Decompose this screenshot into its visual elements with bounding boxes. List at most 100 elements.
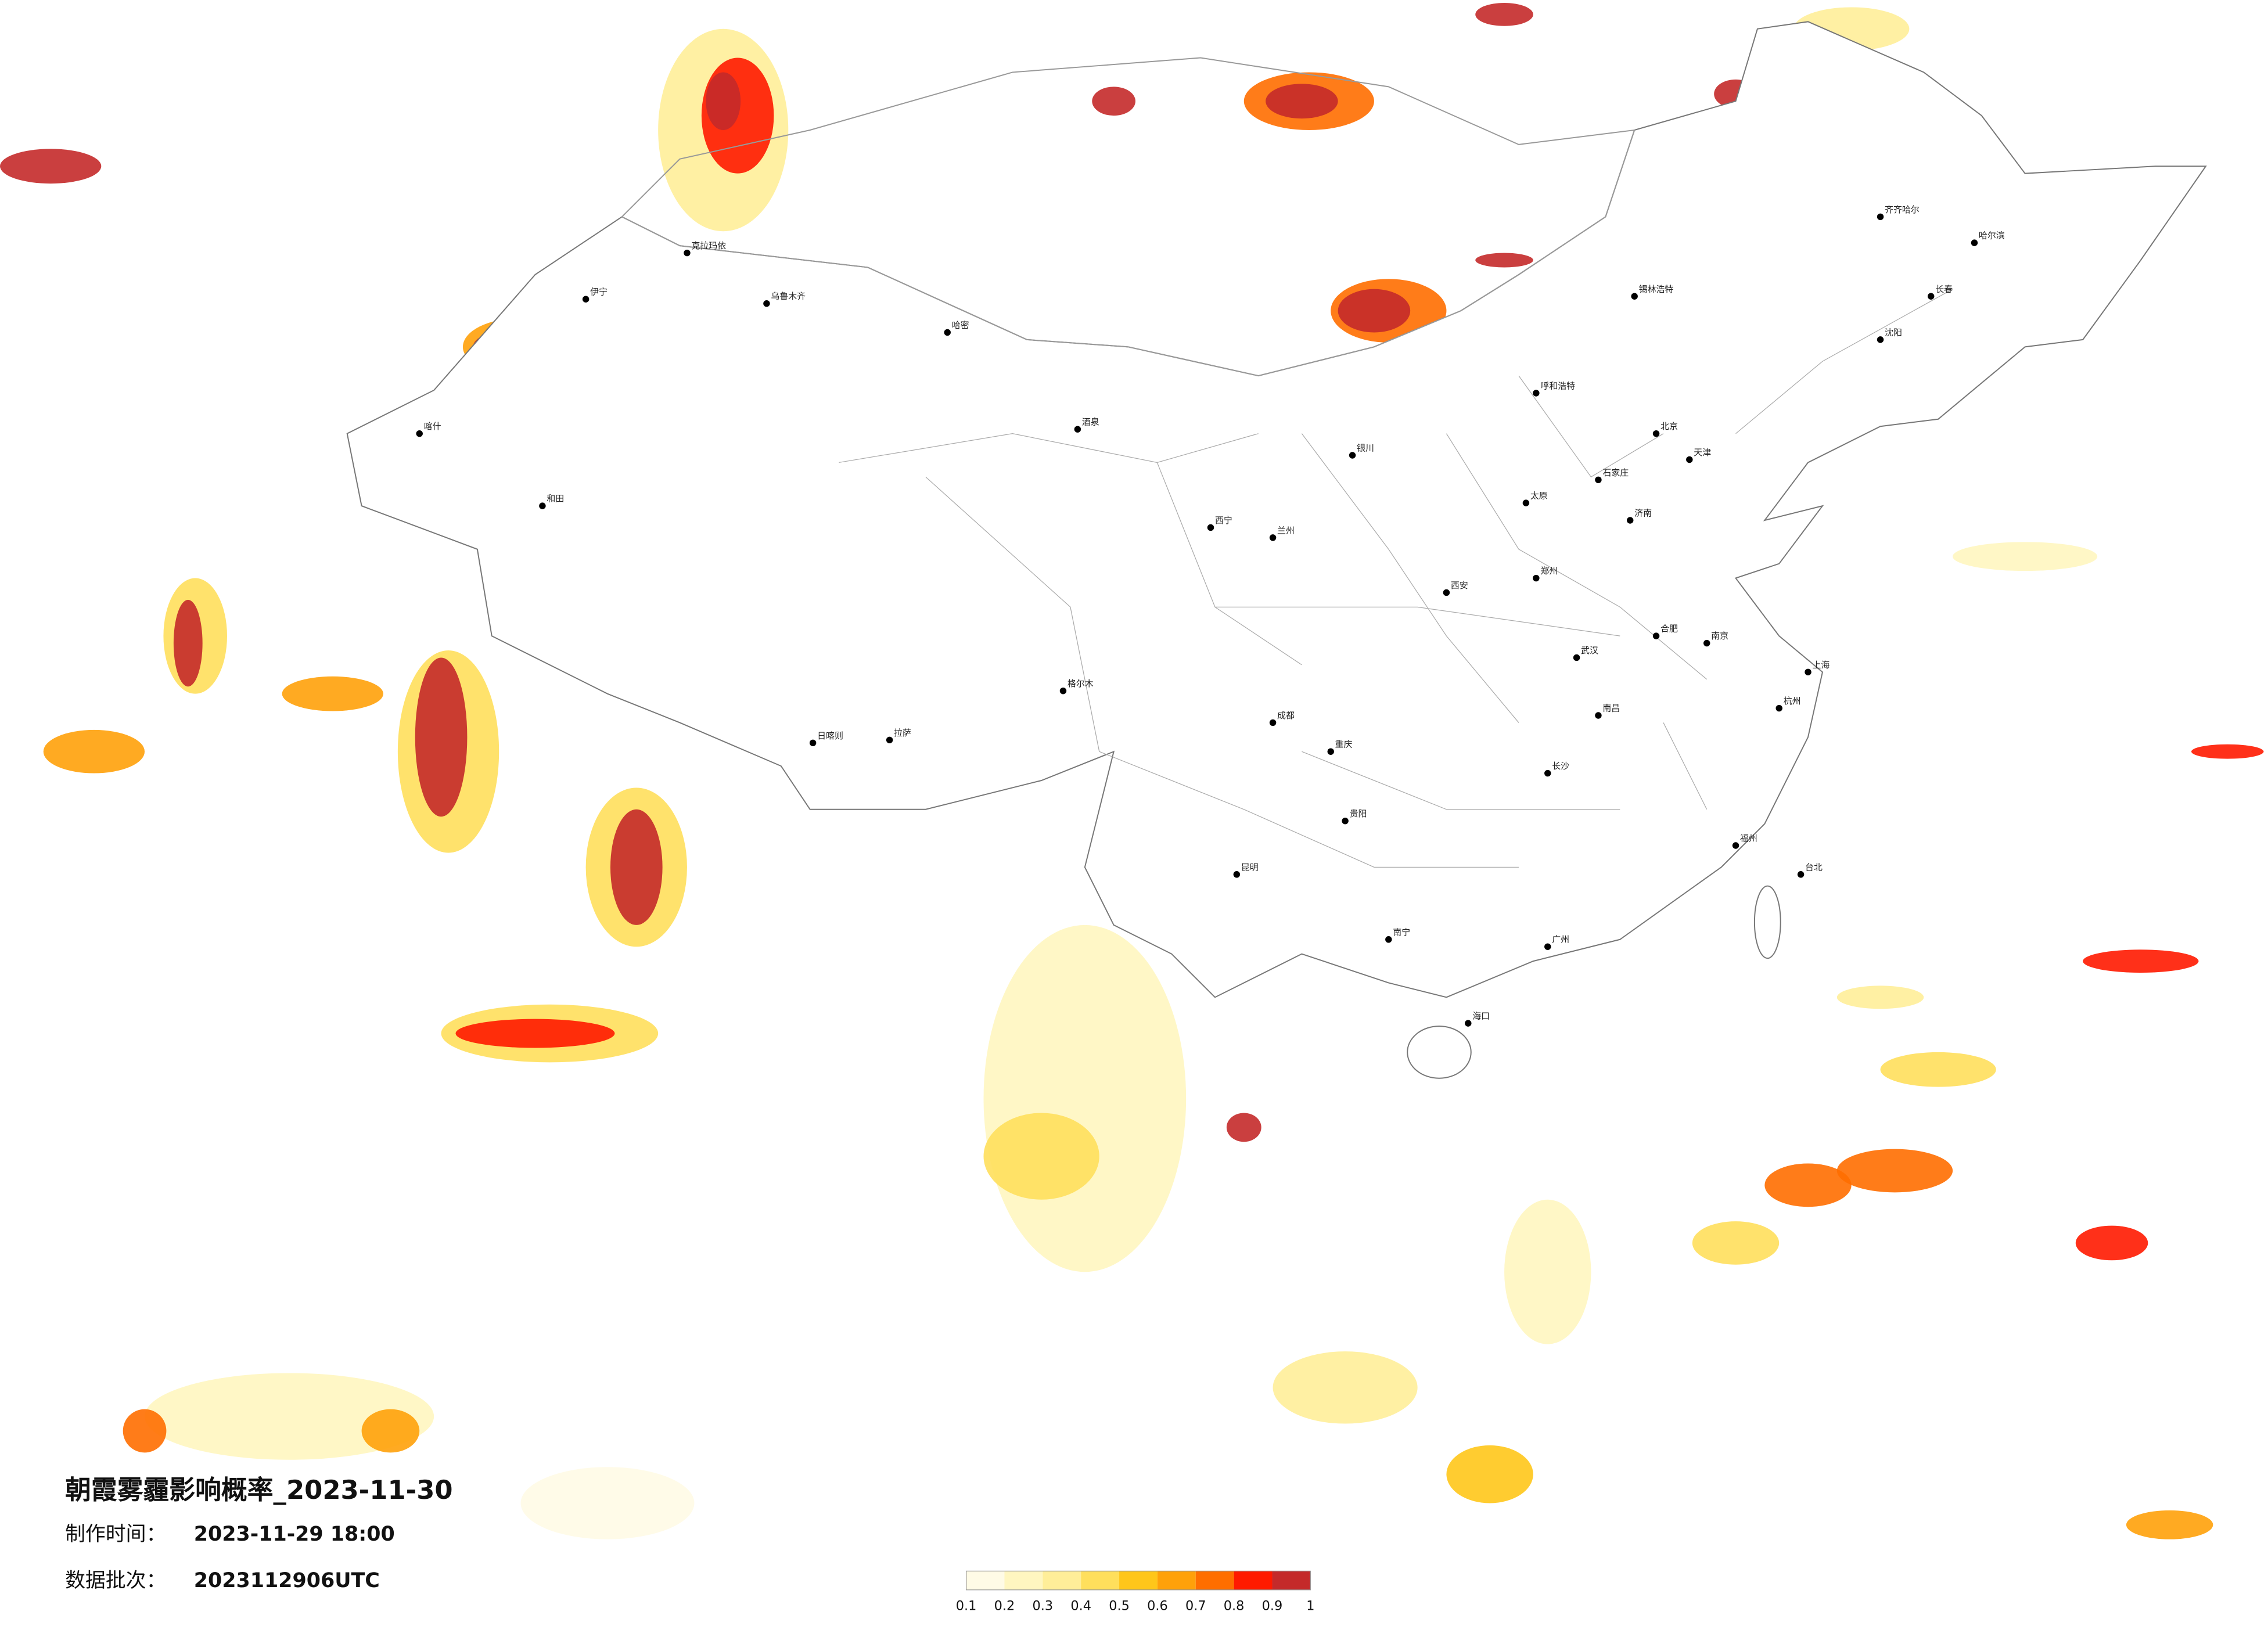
legend-swatch: [1081, 1571, 1120, 1590]
haze-area: [706, 72, 741, 130]
city-label: 银川: [1357, 443, 1374, 454]
city-dot: [1327, 748, 1334, 755]
city-label: 南昌: [1602, 703, 1620, 714]
haze-area: [1953, 542, 2098, 571]
city-label: 克拉玛依: [691, 240, 726, 251]
haze-area: [1273, 1351, 1418, 1424]
city-label: 天津: [1694, 447, 1711, 458]
city-dot: [809, 739, 817, 747]
city-dot: [1626, 517, 1634, 524]
city-label: 锡林浩特: [1639, 284, 1674, 294]
legend-frame: [965, 1570, 1311, 1591]
city-label: 沈阳: [1885, 327, 1902, 337]
city-dot: [1349, 452, 1356, 459]
legend-tick-label: 0.6: [1147, 1599, 1168, 1614]
city-label: 南宁: [1393, 927, 1410, 937]
legend-swatch: [1234, 1571, 1273, 1590]
province-lines: [839, 289, 1953, 868]
haze-area: [282, 676, 383, 711]
city-label: 杭州: [1784, 696, 1801, 706]
city-dot: [1595, 476, 1602, 484]
haze-area: [2083, 949, 2199, 973]
legend-tick-label: 0.7: [1185, 1599, 1206, 1614]
city-label: 乌鲁木齐: [771, 291, 806, 301]
city-label: 南京: [1711, 631, 1728, 641]
city-dot: [1732, 842, 1739, 849]
haze-area: [0, 149, 102, 184]
city-dot: [1059, 687, 1067, 695]
city-dot: [1686, 456, 1693, 463]
haze-area: [1266, 84, 1338, 119]
haze-area: [361, 1409, 420, 1453]
legend-swatch: [1195, 1571, 1234, 1590]
haze-area: [1504, 1199, 1591, 1344]
haze-area: [1092, 87, 1135, 116]
city-dot: [1877, 213, 1884, 221]
city-label: 成都: [1277, 710, 1295, 721]
city-label: 重庆: [1335, 739, 1353, 750]
city-dot: [1465, 1020, 1472, 1027]
batch-value: 2023112906UTC: [194, 1569, 380, 1592]
city-dot: [1877, 336, 1884, 343]
legend-tick-label: 0.8: [1224, 1599, 1245, 1614]
haze-area: [173, 599, 203, 687]
haze-area: [1836, 985, 1924, 1009]
city-dot: [1385, 936, 1392, 943]
haze-area: [1226, 1113, 1261, 1142]
title: 朝霞雾霾影响概率_2023-11-30: [65, 1474, 453, 1505]
city-label: 台北: [1805, 862, 1823, 872]
city-dot: [1269, 719, 1277, 726]
city-dot: [1544, 769, 1551, 777]
city-dot: [1928, 293, 1935, 300]
city-label: 和田: [547, 494, 564, 504]
legend-swatch: [1157, 1571, 1196, 1590]
city-label: 石家庄: [1602, 467, 1629, 478]
city-label: 广州: [1552, 934, 1569, 945]
city-label: 哈密: [952, 320, 969, 330]
mongolia-outline: [621, 57, 1636, 377]
haze-area: [43, 729, 145, 774]
city-dot: [1652, 430, 1660, 437]
haze-area: [2191, 744, 2264, 759]
city-label: 酒泉: [1082, 417, 1099, 427]
city-label: 长春: [1935, 284, 1953, 294]
legend-swatch: [1043, 1571, 1081, 1590]
city-dot: [1775, 704, 1782, 712]
city-dot: [1652, 632, 1660, 639]
haze-area: [1338, 289, 1411, 333]
made-value: 2023-11-29 18:00: [194, 1523, 395, 1546]
legend-tick-label: 1: [1306, 1599, 1314, 1614]
city-label: 齐齐哈尔: [1885, 204, 1920, 215]
haze-area: [2126, 1510, 2213, 1539]
haze-area: [520, 1467, 695, 1539]
haze-area: [1446, 1445, 1533, 1503]
city-dot: [684, 249, 691, 257]
taiwan: [1753, 885, 1781, 959]
city-dot: [944, 329, 951, 336]
legend-swatch: [1272, 1571, 1311, 1590]
city-label: 昆明: [1241, 862, 1259, 872]
legend: 0.1 0.2 0.3 0.4 0.5 0.6 0.7 0.8 0.9 1: [956, 1570, 1314, 1614]
batch-label: 数据批次：: [65, 1569, 166, 1592]
city-label: 武汉: [1581, 645, 1598, 656]
city-dot: [1595, 712, 1602, 719]
haze-area: [1692, 1221, 1780, 1265]
haze-area: [1475, 253, 1533, 268]
city-label: 格尔木: [1067, 678, 1094, 689]
legend-swatch: [1004, 1571, 1043, 1590]
city-dot: [886, 736, 893, 744]
haze-area: [983, 1113, 1099, 1200]
city-label: 海口: [1472, 1011, 1490, 1021]
city-dot: [1074, 426, 1081, 433]
legend-swatch: [966, 1571, 1005, 1590]
haze-area: [455, 1019, 615, 1048]
legend-tick-label: 0.4: [1070, 1599, 1091, 1614]
haze-area: [1764, 1163, 1852, 1207]
city-label: 合肥: [1660, 624, 1678, 634]
legend-tick-label: 0.2: [994, 1599, 1015, 1614]
city-label: 长沙: [1552, 761, 1569, 771]
city-label: 济南: [1634, 508, 1652, 519]
city-dot: [1631, 293, 1638, 300]
city-dot: [1971, 239, 1978, 246]
